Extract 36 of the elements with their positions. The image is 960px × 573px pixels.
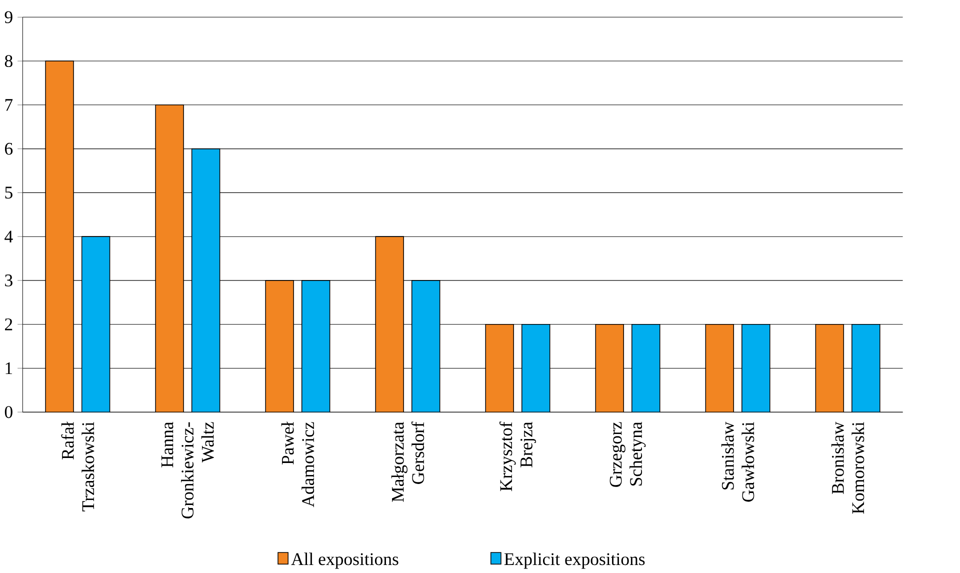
bar	[155, 104, 184, 412]
legend-label: Explicit expositions	[504, 552, 645, 569]
y-tick-label: 8	[4, 54, 12, 67]
bar	[411, 280, 440, 412]
bar	[485, 324, 514, 412]
bar	[81, 236, 110, 412]
x-tick-label: Małgorzata Gersdorf	[391, 422, 424, 502]
x-tick-label: Grzegorz Schetyna	[610, 422, 646, 487]
y-tick-label: 5	[5, 186, 12, 198]
bar	[375, 236, 404, 412]
y-tick-label: 1	[6, 362, 12, 374]
y-tick-label: 2	[5, 318, 12, 330]
bar	[705, 324, 734, 412]
bar	[742, 324, 770, 412]
y-tick-label: 0	[4, 406, 12, 418]
bar	[265, 280, 294, 412]
x-tick-label: Bronisław Komorowski	[831, 422, 864, 514]
y-tick-label: 9	[4, 11, 12, 23]
bar	[852, 324, 880, 412]
y-tick-label: 4	[4, 230, 13, 242]
x-tick-label: Stanisław Gawłowski	[721, 422, 754, 502]
x-tick-label: Hanna Gronkiewicz-Waltz	[161, 422, 214, 518]
x-tick-label: Paweł Adamowicz	[281, 422, 314, 508]
bar	[191, 148, 220, 412]
x-tick-label: Krzysztof Brejza	[499, 422, 536, 491]
y-tick-label: 3	[5, 274, 12, 286]
legend-label: All expositions	[291, 552, 398, 569]
bar	[631, 324, 660, 412]
x-tick-label: Rafał Trzaskowski	[61, 422, 94, 512]
bar	[301, 280, 330, 412]
bar	[815, 324, 844, 412]
y-tick-label: 7	[5, 98, 13, 111]
y-tick-label: 6	[4, 142, 13, 155]
bar	[595, 324, 624, 412]
bar	[521, 324, 550, 412]
bar	[45, 60, 74, 412]
